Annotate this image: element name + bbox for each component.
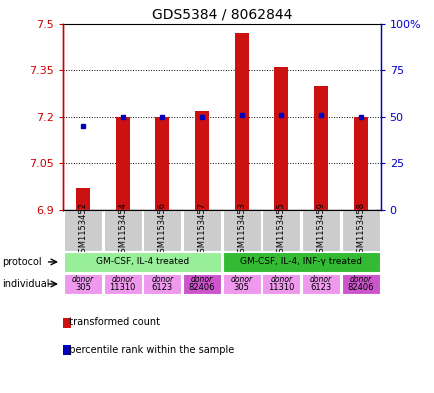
Bar [64, 210, 102, 251]
Bar [64, 274, 102, 294]
Text: 11310: 11310 [268, 283, 294, 292]
Text: GSM1153452: GSM1153452 [78, 202, 87, 258]
Text: 6123: 6123 [310, 283, 331, 292]
Text: donor: donor [151, 275, 173, 284]
Bar [103, 210, 141, 251]
Text: GSM1153459: GSM1153459 [316, 202, 325, 258]
Bar [301, 210, 339, 251]
Text: donor: donor [111, 275, 133, 284]
Text: donor: donor [230, 275, 252, 284]
Text: GSM1153457: GSM1153457 [197, 202, 206, 258]
Text: GSM1153458: GSM1153458 [355, 202, 365, 258]
Text: donor: donor [349, 275, 371, 284]
Text: 11310: 11310 [109, 283, 135, 292]
Bar [222, 210, 260, 251]
Bar [115, 117, 129, 210]
Bar [313, 86, 327, 210]
Text: donor: donor [72, 275, 94, 284]
Bar [234, 33, 248, 210]
Text: donor: donor [191, 275, 213, 284]
Bar [76, 188, 90, 210]
Bar [143, 210, 181, 251]
Text: 82406: 82406 [347, 283, 373, 292]
Text: 305: 305 [233, 283, 249, 292]
Bar [301, 274, 339, 294]
Text: individual: individual [2, 279, 49, 289]
Bar [183, 210, 220, 251]
Text: 82406: 82406 [188, 283, 215, 292]
Text: 305: 305 [75, 283, 91, 292]
Bar [194, 110, 208, 210]
Bar [155, 117, 169, 210]
Text: GSM1153455: GSM1153455 [276, 202, 285, 258]
Bar [183, 274, 220, 294]
Text: percentile rank within the sample: percentile rank within the sample [63, 345, 234, 355]
Text: protocol: protocol [2, 257, 42, 267]
Bar [222, 274, 260, 294]
Bar [103, 274, 141, 294]
Bar [222, 252, 379, 272]
Text: transformed count: transformed count [63, 317, 160, 327]
Title: GDS5384 / 8062844: GDS5384 / 8062844 [151, 7, 291, 21]
Bar [262, 274, 300, 294]
Bar [341, 274, 379, 294]
Text: GM-CSF, IL-4, INF-γ treated: GM-CSF, IL-4, INF-γ treated [240, 257, 362, 266]
Text: donor: donor [309, 275, 332, 284]
Bar [274, 67, 288, 210]
Text: donor: donor [270, 275, 292, 284]
Bar [353, 117, 367, 210]
Bar [143, 274, 181, 294]
Bar [262, 210, 300, 251]
Text: GSM1153453: GSM1153453 [237, 202, 246, 258]
Bar [341, 210, 379, 251]
Text: GSM1153454: GSM1153454 [118, 202, 127, 258]
Text: GSM1153456: GSM1153456 [158, 202, 166, 258]
Text: GM-CSF, IL-4 treated: GM-CSF, IL-4 treated [95, 257, 189, 266]
Text: 6123: 6123 [151, 283, 173, 292]
Bar [64, 252, 220, 272]
